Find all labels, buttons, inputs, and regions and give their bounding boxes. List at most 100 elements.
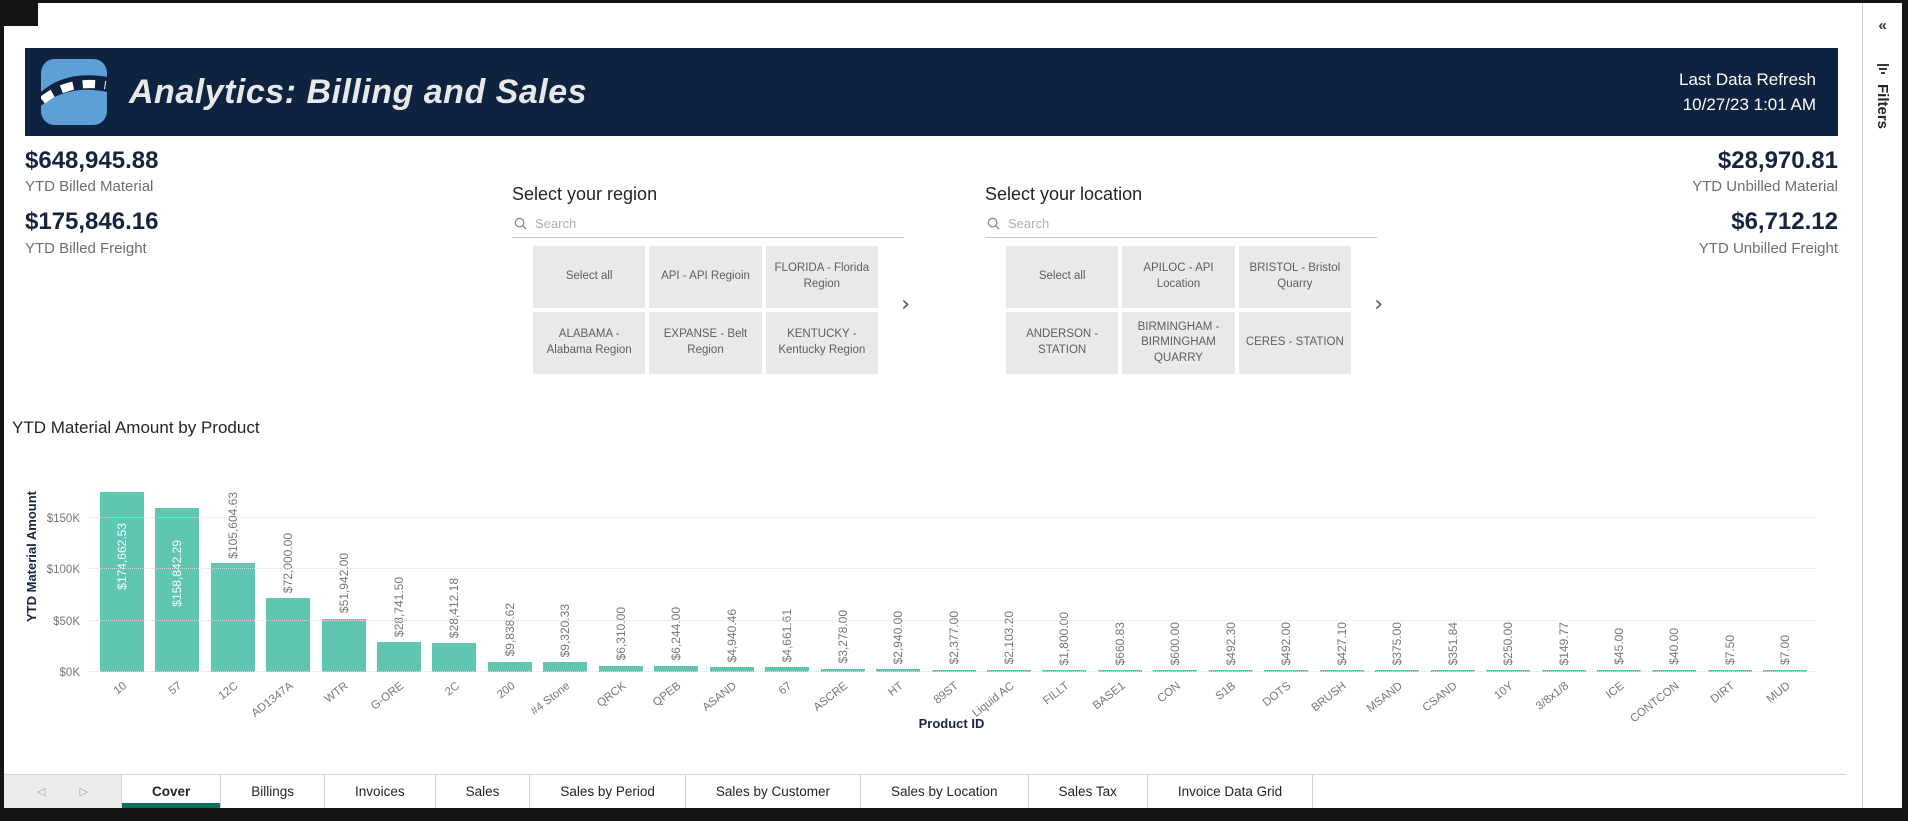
bar-10[interactable] (99, 492, 144, 672)
bar-89st[interactable] (931, 669, 976, 672)
region-search-input[interactable] (535, 216, 865, 231)
location-tile-ceres-station[interactable]: CERES - STATION (1238, 312, 1351, 374)
x-category-label: G-ORE (369, 680, 407, 713)
region-tile-expanse-belt-region[interactable]: EXPANSE - Belt Region (649, 312, 762, 374)
bar-asand[interactable] (709, 666, 754, 672)
bar-slot-mud: $7.00 MUD (1758, 471, 1813, 706)
bar-ht[interactable] (876, 668, 921, 672)
bar-slot-ad1347a: $72,000.00 AD1347A (249, 471, 315, 720)
location-search-box[interactable] (985, 213, 1377, 238)
x-category-label: CON (1155, 680, 1183, 706)
bar-value-label: $105,604.63 (225, 491, 240, 559)
location-tile-select-all[interactable]: Select all (1006, 246, 1119, 308)
x-category-label: 67 (777, 680, 795, 698)
kpi-billed-material-value: $648,945.88 (25, 147, 159, 174)
collapse-pane-icon[interactable]: « (1878, 17, 1887, 34)
bar-12c[interactable] (210, 563, 255, 672)
bar-value-label: $6,244.00 (669, 607, 684, 661)
next-page-icon[interactable]: ▷ (79, 786, 88, 798)
bar-qpeb[interactable] (654, 665, 699, 672)
last-data-refresh: Last Data Refresh 10/27/23 1:01 AM (1679, 67, 1816, 118)
location-tile-anderson-station[interactable]: ANDERSON - STATION (1006, 312, 1119, 374)
kpi-unbilled-material-value: $28,970.81 (1717, 147, 1838, 174)
bar-slot-12c: $105,604.63 12C (205, 471, 260, 702)
bar-value-label: $375.00 (1390, 621, 1405, 665)
bar-slot-10: $174,662.53 10 (94, 471, 149, 697)
bar-value-label: $492.30 (1223, 621, 1238, 665)
tab-sales-by-period[interactable]: Sales by Period (530, 775, 686, 808)
bar-value-label: $51,942.00 (336, 553, 351, 614)
ytd-material-bar-chart: YTD Material Amount by Product YTD Mater… (10, 416, 1846, 750)
bar-value-label: $40.00 (1667, 628, 1682, 665)
tab-sales-by-customer[interactable]: Sales by Customer (686, 775, 861, 808)
bar-67[interactable] (765, 667, 810, 672)
bar-slot-dirt: $7.50 DIRT (1702, 471, 1757, 706)
region-tile-grid: Select all API - API Regioin FLORIDA - Flo… (533, 246, 878, 374)
tab-invoices[interactable]: Invoices (325, 775, 436, 808)
tab-sales-tax[interactable]: Sales Tax (1029, 775, 1148, 808)
filters-rail: « Filters (1862, 3, 1902, 808)
gridline (88, 671, 1815, 672)
region-search-box[interactable] (512, 213, 904, 238)
kpi-unbilled-freight-label: YTD Unbilled Freight (1698, 239, 1838, 257)
bar-wtr[interactable] (321, 618, 366, 672)
region-scroll-right-icon[interactable]: › (901, 292, 910, 317)
x-category-label: 3/8x1/8 (1533, 680, 1571, 713)
search-icon (514, 217, 527, 230)
bar--4-stone[interactable] (543, 662, 588, 672)
bar-ascre[interactable] (820, 668, 865, 672)
company-logo (41, 59, 107, 125)
bar-liquid-ac[interactable] (986, 669, 1031, 672)
bar-value-label: $351.84 (1445, 621, 1460, 665)
x-category-label: S1B (1213, 680, 1239, 703)
region-tile-select-all[interactable]: Select all (533, 246, 646, 308)
bar-200[interactable] (487, 661, 532, 672)
page-tab-bar: ◁ ▷ Cover Billings Invoices Sales Sales by P… (4, 774, 1846, 808)
location-scroll-right-icon[interactable]: › (1374, 292, 1383, 317)
x-category-label: 10 (111, 680, 130, 698)
bar-g-ore[interactable] (376, 642, 421, 672)
tab-billings[interactable]: Billings (221, 775, 326, 808)
x-category-label: QPEB (651, 680, 684, 710)
filters-pane-header[interactable]: Filters (1874, 62, 1891, 129)
prev-page-icon[interactable]: ◁ (37, 786, 46, 798)
bar-value-label: $427.10 (1334, 621, 1349, 665)
x-category-label: MUD (1764, 680, 1793, 706)
tabs-container: Cover Billings Invoices Sales Sales by Perio… (122, 775, 1314, 808)
x-category-label: BRUSH (1309, 680, 1350, 715)
location-tile-birmingham-birmingham-quarry[interactable]: BIRMINGHAM - BIRMINGHAM QUARRY (1122, 312, 1235, 374)
bar-value-label: $660.83 (1112, 621, 1127, 665)
bar-57[interactable] (155, 508, 200, 672)
bar-slot-3-8x1-8: $149.77 3/8x1/8 (1534, 471, 1591, 713)
refresh-timestamp: 10/27/23 1:01 AM (1682, 95, 1816, 114)
region-tile-florida-florida-region[interactable]: FLORIDA - Florida Region (765, 246, 878, 308)
bar-slot-ht: $2,940.00 HT (870, 471, 925, 699)
bar-value-label: $28,412.18 (447, 577, 462, 638)
gridline (88, 516, 1815, 518)
region-tile-api-api-regioin[interactable]: API - API Regioin (649, 246, 762, 308)
x-category-label: 2C (442, 680, 462, 699)
tab-sales[interactable]: Sales (436, 775, 531, 808)
plot-area: $174,662.53 10 $158,842.29 57 $105,604.63 12C… (47, 471, 1815, 725)
y-tick-label: $150K (46, 512, 80, 525)
tab-invoice-data-grid[interactable]: Invoice Data Grid (1148, 775, 1314, 808)
location-slicer-title: Select your location (985, 184, 1143, 204)
region-tile-kentucky-kentucky-region[interactable]: KENTUCKY - Kentucky Region (765, 312, 878, 374)
location-tile-bristol-bristol-quarry[interactable]: BRISTOL - Bristol Quarry (1238, 246, 1351, 308)
region-tile-alabama-alabama-region[interactable]: ALABAMA - Alabama Region (533, 312, 646, 374)
bar-slot-qrck: $6,310.00 QRCK (593, 471, 648, 710)
search-icon (987, 217, 1000, 230)
x-category-label: DIRT (1708, 680, 1738, 706)
y-tick-label: $0K (59, 667, 80, 679)
bar-qrck[interactable] (598, 665, 643, 672)
bar-slot-57: $158,842.29 57 (149, 471, 204, 697)
tab-sales-by-location[interactable]: Sales by Location (861, 775, 1029, 808)
tab-cover[interactable]: Cover (122, 775, 222, 808)
location-tile-apiloc-api-location[interactable]: APILOC - API Location (1122, 246, 1235, 308)
x-category-label: AD1347A (249, 680, 296, 720)
location-search-input[interactable] (1008, 216, 1338, 231)
bar-ad1347a[interactable] (266, 597, 311, 672)
bar-2c[interactable] (432, 642, 477, 672)
location-tile-grid: Select all APILOC - API Location BRISTOL -… (1006, 246, 1351, 374)
